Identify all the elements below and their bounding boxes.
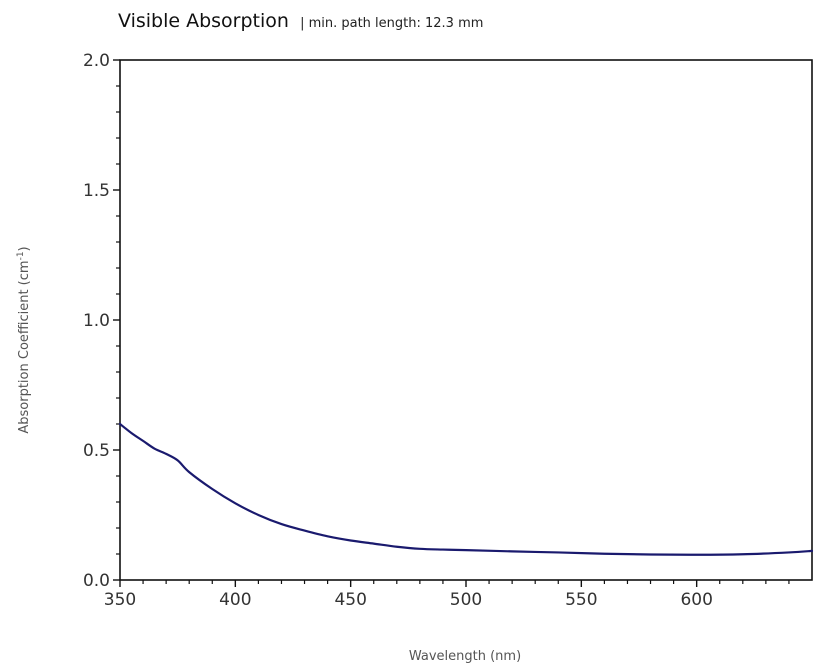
x-axis-label: Wavelength (nm) — [409, 649, 521, 664]
x-tick-label: 400 — [219, 590, 251, 610]
plot-frame — [119, 59, 813, 581]
y-axis-label-tail: ) — [17, 246, 32, 251]
y-axis-label-sup: -1 — [16, 251, 26, 260]
y-tick-label: 2.0 — [83, 51, 110, 71]
y-axis-tick-labels: 0.0 0.5 1.0 1.5 2.0 — [83, 51, 110, 591]
absorption-curve — [118, 422, 814, 556]
chart-subtitle: | min. path length: 12.3 mm — [300, 16, 483, 31]
x-tick-label: 450 — [334, 590, 366, 610]
x-axis-ticks — [119, 580, 790, 587]
chart-title: Visible Absorption | min. path length: 1… — [118, 10, 483, 32]
y-tick-label: 1.0 — [83, 311, 110, 331]
y-axis-label-base: Absorption Coefficient (cm — [17, 260, 32, 433]
x-axis-tick-labels: 350 400 450 500 550 600 — [104, 590, 713, 610]
x-tick-label: 600 — [680, 590, 712, 610]
series-layer — [118, 422, 814, 556]
chart-title-main: Visible Absorption — [118, 10, 289, 32]
y-tick-label: 1.5 — [83, 181, 110, 201]
y-tick-label: 0.5 — [83, 441, 110, 461]
x-tick-label: 350 — [104, 590, 136, 610]
y-axis-label: Absorption Coefficient (cm-1) — [16, 246, 32, 433]
x-tick-label: 550 — [565, 590, 597, 610]
y-axis-ticks — [113, 59, 120, 581]
x-tick-label: 500 — [450, 590, 482, 610]
y-tick-label: 0.0 — [83, 571, 110, 591]
